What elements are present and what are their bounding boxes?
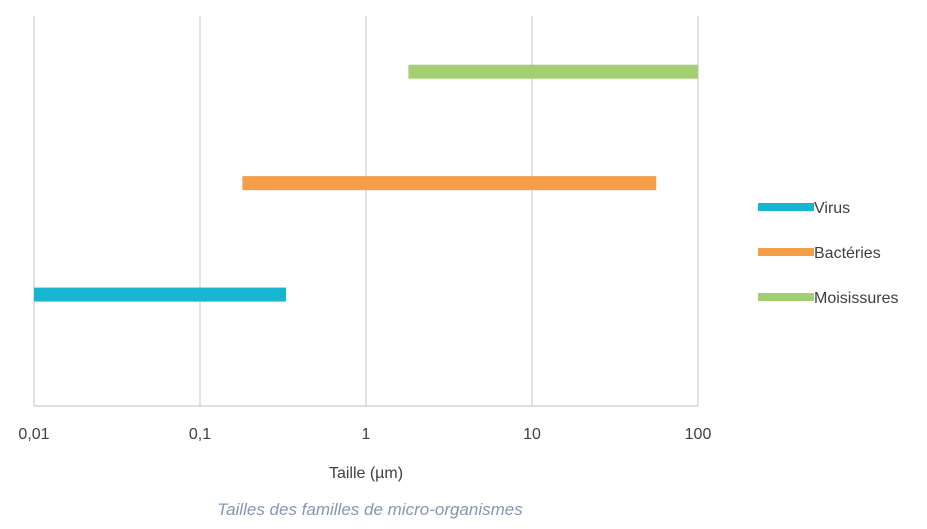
bars	[34, 64, 698, 302]
x-tick-label: 1	[362, 426, 371, 443]
x-axis-title: Taille (µm)	[329, 465, 403, 482]
gridlines	[33, 16, 699, 406]
range-bar	[408, 64, 698, 79]
range-bar	[242, 176, 657, 191]
legend-swatch	[758, 248, 814, 256]
x-tick-label: 0,01	[18, 426, 49, 443]
chart-area: 0,01 0,1 1 10 100 Taille (µm) Virus Bactéries…	[18, 16, 898, 482]
legend-label: Moisissures	[814, 290, 898, 307]
range-bar	[34, 287, 287, 302]
legend: Virus Bactéries Moisissures	[758, 200, 898, 307]
figure-caption: Tailles des familles de micro-organismes	[217, 500, 523, 519]
x-tick-labels: 0,01 0,1 1 10 100	[18, 426, 711, 443]
x-tick-label: 100	[685, 426, 712, 443]
legend-label: Virus	[814, 200, 850, 217]
legend-swatch	[758, 203, 814, 211]
legend-label: Bactéries	[814, 245, 881, 262]
legend-swatch	[758, 293, 814, 301]
x-tick-label: 0,1	[189, 426, 211, 443]
x-tick-label: 10	[523, 426, 541, 443]
